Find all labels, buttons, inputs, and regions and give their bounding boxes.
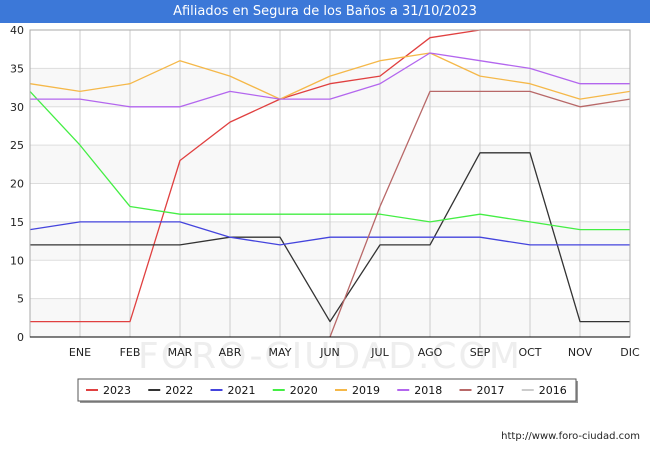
series-line-2022	[30, 152, 630, 323]
legend-label-2022: 2022	[165, 384, 193, 397]
y-tick-label: 15	[10, 216, 24, 229]
x-tick-label: DIC	[620, 346, 640, 359]
source-url: http://www.foro-ciudad.com	[501, 431, 640, 442]
axes	[29, 29, 631, 338]
x-tick-label: JUL	[370, 346, 389, 359]
y-tick-label: 40	[10, 24, 24, 37]
y-tick-label: 5	[17, 293, 24, 306]
y-axis-ticks: 0 5 10 15 20 25 30 35 40	[10, 24, 24, 344]
legend-label-2019: 2019	[352, 384, 380, 397]
legend-label-2016: 2016	[539, 384, 567, 397]
legend-label-2023: 2023	[103, 384, 131, 397]
x-tick-label: FEB	[120, 346, 141, 359]
x-tick-label: MAR	[168, 346, 193, 359]
x-tick-label: ENE	[69, 346, 91, 359]
series-line-2019	[29, 52, 631, 100]
legend-box	[77, 378, 577, 402]
x-axis-ticks: ENE FEB MAR ABR MAY JUN JUL AGO SEP OCT NOV DIC	[69, 346, 640, 359]
series-lines	[29, 29, 631, 338]
x-tick-label: AGO	[418, 346, 443, 359]
legend: 2023 2022 2021 2020 2019 2018 2017 2016	[77, 378, 578, 403]
chart-title: Afiliados en Segura de los Baños a 31/10…	[0, 0, 650, 23]
x-tick-label: MAY	[269, 346, 292, 359]
watermark: FORO-CIUDAD.COM	[138, 336, 522, 377]
x-tick-label: SEP	[470, 346, 491, 359]
y-tick-label: 0	[17, 331, 24, 344]
y-tick-label: 25	[10, 139, 24, 152]
x-tick-label: NOV	[568, 346, 593, 359]
y-tick-label: 20	[10, 178, 24, 191]
x-tick-label: JUN	[319, 346, 340, 359]
y-tick-label: 35	[10, 62, 24, 75]
series-line-2021	[29, 221, 630, 246]
series-line-2018	[30, 52, 630, 108]
series-line-2017	[329, 90, 631, 338]
legend-label-2020: 2020	[290, 384, 318, 397]
legend-label-2021: 2021	[228, 384, 256, 397]
x-tick-label: OCT	[518, 346, 541, 359]
legend-label-2018: 2018	[414, 384, 442, 397]
legend-label-2017: 2017	[477, 384, 505, 397]
series-line-2020	[29, 90, 630, 231]
y-tick-label: 30	[10, 101, 24, 114]
y-tick-label: 10	[10, 254, 24, 267]
x-tick-label: ABR	[219, 346, 242, 359]
